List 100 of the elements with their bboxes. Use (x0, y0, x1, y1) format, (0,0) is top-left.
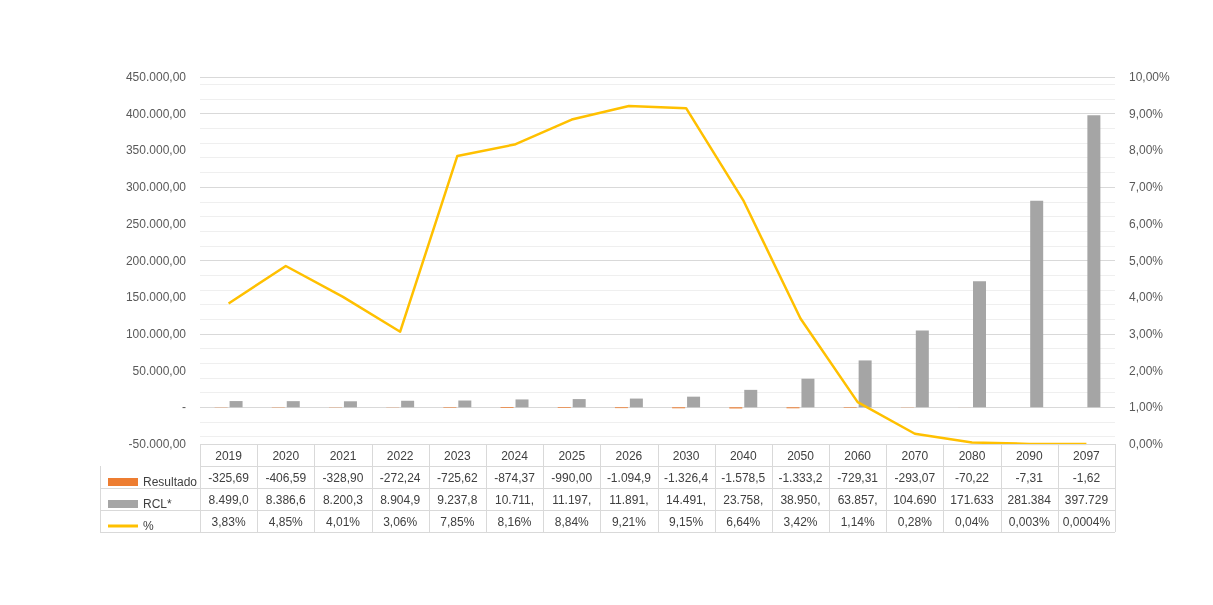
bar (401, 400, 415, 408)
y2-tick-label: 2,00% (1129, 363, 1164, 378)
data-label: -328,90 (321, 470, 365, 487)
data-label: 63.857, (836, 492, 879, 509)
y2-tick-label: 5,00% (1129, 253, 1164, 268)
data-label: -70,22 (954, 470, 991, 487)
data-label: 171.633 (949, 492, 995, 509)
data-label: 3,83% (210, 514, 247, 531)
x-tick-label: 2024 (501, 449, 529, 463)
y2-tick-label: 8,00% (1129, 143, 1164, 158)
data-label: 3,42% (782, 514, 819, 531)
bar (572, 399, 586, 408)
data-label: -1,62 (1071, 470, 1102, 487)
x-tick-label: 2080 (958, 449, 986, 463)
x-tick-label: 2022 (386, 449, 414, 463)
y-tick-label: -50.000,00 (128, 437, 187, 451)
x-tick-label: 2097 (1073, 449, 1101, 463)
y-tick-label: 350.000,00 (125, 143, 187, 158)
line-series (227, 104, 1088, 446)
data-label: -1.578,5 (720, 470, 767, 487)
data-label: -990,00 (550, 470, 594, 487)
bar (858, 360, 872, 408)
data-label: 9.237,8 (436, 492, 479, 509)
bar (229, 401, 243, 408)
y2-tick-label: 4,00% (1129, 290, 1164, 305)
bar (1030, 200, 1044, 408)
data-label: 6,64% (725, 514, 762, 531)
data-label: 4,01% (324, 514, 361, 531)
bar (515, 399, 529, 408)
x-tick-label: 2019 (215, 449, 243, 463)
bar (343, 401, 357, 408)
bar (915, 330, 929, 408)
data-label: 11.197, (551, 492, 593, 509)
y-tick-label: 100.000,00 (125, 326, 187, 341)
data-label: 14.491, (665, 492, 708, 509)
data-label: 7,85% (439, 514, 476, 531)
data-label: 8.904,9 (379, 492, 422, 509)
data-label: 3,06% (382, 514, 419, 531)
y-tick-label: 300.000,00 (125, 180, 187, 195)
bar (744, 389, 758, 408)
data-label: 8.386,6 (264, 492, 307, 509)
data-label: 11.891, (608, 492, 650, 509)
x-tick-label: 2020 (272, 449, 300, 463)
data-label: 8.200,3 (321, 492, 364, 509)
x-tick-label: 2025 (558, 449, 586, 463)
data-label: -1.333,2 (777, 470, 824, 487)
y2-tick-label: 0,00% (1129, 437, 1164, 451)
data-label: -1.094,9 (605, 470, 652, 487)
data-label: 104.690 (892, 492, 938, 509)
x-tick-label: 2023 (443, 449, 472, 463)
data-label: 0,04% (954, 514, 991, 531)
y-tick-label: 200.000,00 (125, 253, 187, 268)
y2-tick-label: 9,00% (1129, 106, 1164, 121)
data-label: 0,003% (1007, 514, 1051, 531)
data-label: -406,59 (264, 470, 308, 487)
y2-tick-label: 10,00% (1129, 70, 1171, 84)
y-tick-label: 250.000,00 (125, 216, 187, 231)
data-label: -729,31 (836, 470, 879, 487)
data-label: -293,07 (893, 470, 937, 487)
data-label: 4,85% (267, 514, 304, 531)
legend-label: % (143, 519, 154, 533)
y2-tick-label: 1,00% (1129, 400, 1164, 415)
x-tick-label: 2021 (329, 449, 357, 463)
x-tick-label: 2026 (615, 449, 643, 463)
data-label: 1,14% (839, 514, 876, 531)
y-tick-label: 50.000,00 (132, 363, 187, 378)
bar (973, 281, 987, 408)
bar (687, 396, 701, 408)
data-label: -7,31 (1014, 470, 1044, 487)
data-label: -874,37 (493, 470, 536, 487)
x-tick-label: 2070 (901, 449, 929, 463)
bar (286, 401, 300, 408)
y2-tick-label: 7,00% (1129, 180, 1164, 195)
y-tick-label: 150.000,00 (125, 290, 187, 305)
data-label: 0,0004% (1061, 514, 1112, 531)
data-label: -725,62 (436, 470, 479, 487)
data-label: 8.499,0 (207, 492, 250, 509)
data-label: 9,21% (610, 514, 647, 531)
data-label: 8,16% (496, 514, 533, 531)
data-label: 9,15% (668, 514, 705, 531)
data-label: 23.758, (722, 492, 765, 509)
data-label: -325,69 (207, 470, 250, 487)
data-label: 8,84% (553, 514, 590, 531)
x-tick-label: 2090 (1015, 449, 1043, 463)
data-label: 397.729 (1063, 492, 1110, 509)
data-label: 38.950, (779, 492, 822, 509)
x-tick-label: 2030 (672, 449, 700, 463)
x-tick-label: 2060 (844, 449, 872, 463)
y2-tick-label: 3,00% (1129, 326, 1164, 341)
bar (1087, 115, 1101, 408)
data-label: 281.384 (1006, 492, 1052, 509)
legend-label: Resultado (143, 475, 198, 489)
bar (801, 378, 815, 408)
y-tick-label: 400.000,00 (125, 106, 187, 121)
y-tick-label: - (182, 400, 186, 415)
y-tick-label: 450.000,00 (125, 70, 187, 84)
y2-tick-label: 6,00% (1129, 216, 1164, 231)
data-label: -1.326,4 (663, 470, 710, 487)
data-label: -272,24 (378, 470, 422, 487)
x-tick-label: 2050 (787, 449, 815, 463)
